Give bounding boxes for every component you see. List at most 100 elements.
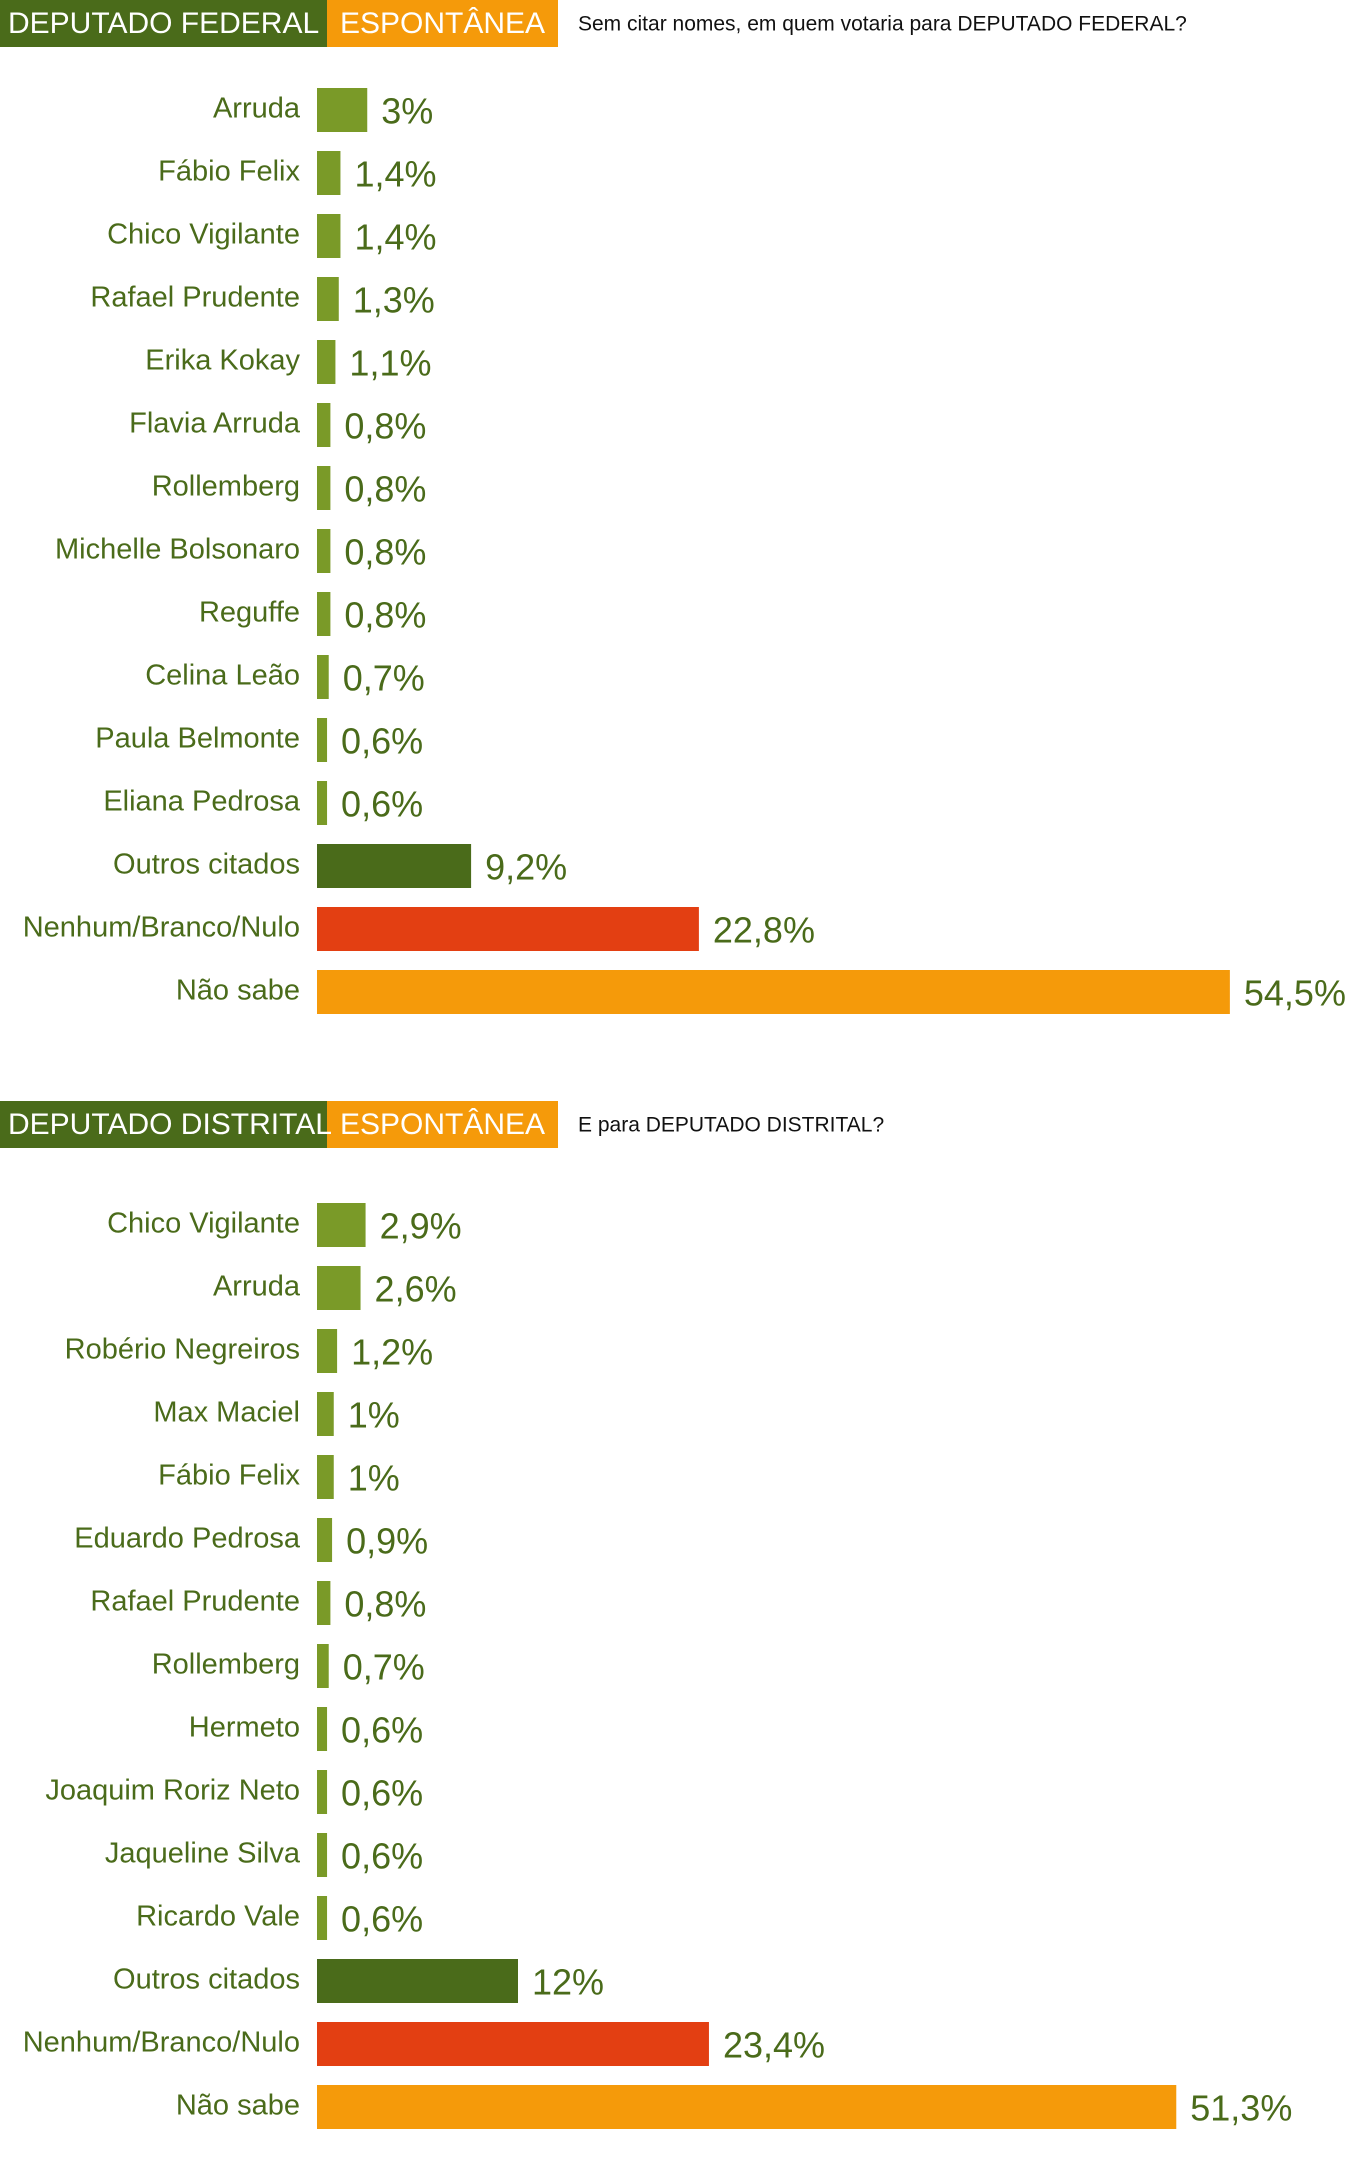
- bar: [317, 466, 331, 510]
- value-label: 1,4%: [354, 217, 436, 258]
- bar: [317, 1707, 328, 1751]
- bar: [317, 2085, 1177, 2129]
- category-label: Chico Vigilante: [107, 1208, 300, 1240]
- bar: [317, 1266, 361, 1310]
- value-label: 1,1%: [349, 343, 431, 384]
- bar: [317, 1329, 338, 1373]
- header-tag-bg: [327, 1101, 558, 1148]
- category-label: Jaqueline Silva: [105, 1838, 301, 1870]
- bar: [317, 1644, 329, 1688]
- category-label: Flavia Arruda: [129, 408, 301, 440]
- bar: [317, 592, 331, 636]
- value-label: 0,8%: [344, 595, 426, 636]
- bar: [317, 970, 1230, 1014]
- category-label: Não sabe: [176, 975, 300, 1007]
- bar: [317, 2022, 709, 2066]
- value-label: 1,3%: [353, 280, 435, 321]
- bar: [317, 88, 368, 132]
- value-label: 0,8%: [344, 532, 426, 573]
- bar: [317, 1581, 331, 1625]
- bar: [317, 1833, 328, 1877]
- bar: [317, 151, 341, 195]
- category-label: Erika Kokay: [145, 345, 300, 377]
- bar: [317, 403, 331, 447]
- category-label: Robério Negreiros: [65, 1334, 300, 1366]
- bar: [317, 1455, 334, 1499]
- value-label: 0,7%: [343, 658, 425, 699]
- bar: [317, 907, 699, 951]
- category-label: Rafael Prudente: [90, 282, 300, 314]
- category-label: Rollemberg: [152, 471, 300, 503]
- category-label: Rollemberg: [152, 1649, 300, 1681]
- value-label: 1,2%: [351, 1332, 433, 1373]
- category-label: Eliana Pedrosa: [103, 786, 301, 818]
- value-label: 0,8%: [344, 1584, 426, 1625]
- category-label: Arruda: [213, 1271, 301, 1303]
- value-label: 0,7%: [343, 1647, 425, 1688]
- value-label: 0,8%: [344, 469, 426, 510]
- bar: [317, 1518, 333, 1562]
- category-label: Hermeto: [189, 1712, 300, 1744]
- question: Sem citar nomes, em quem votaria para DE…: [578, 13, 1187, 36]
- header-title: DEPUTADO FEDERAL: [8, 7, 319, 40]
- bar: [317, 1896, 328, 1940]
- value-label: 51,3%: [1190, 2088, 1292, 2129]
- header-title-bg: [0, 1101, 327, 1148]
- category-label: Reguffe: [199, 597, 300, 629]
- category-label: Fábio Felix: [158, 1460, 300, 1492]
- bar: [317, 718, 328, 762]
- value-label: 54,5%: [1244, 973, 1346, 1014]
- bar: [317, 1770, 328, 1814]
- value-label: 0,9%: [346, 1521, 428, 1562]
- question: E para DEPUTADO DISTRITAL?: [578, 1114, 884, 1137]
- bar: [317, 277, 339, 321]
- value-label: 9,2%: [485, 847, 567, 888]
- category-label: Paula Belmonte: [95, 723, 300, 755]
- value-label: 1,4%: [354, 154, 436, 195]
- category-label: Outros citados: [113, 1964, 300, 1996]
- value-label: 1%: [348, 1395, 400, 1436]
- bar: [317, 1203, 366, 1247]
- header-tag: ESPONTÂNEA: [340, 1108, 545, 1141]
- category-label: Fábio Felix: [158, 156, 300, 188]
- value-label: 0,6%: [341, 784, 423, 825]
- bar: [317, 214, 341, 258]
- value-label: 12%: [532, 1962, 604, 2003]
- bar: [317, 340, 336, 384]
- header-title: DEPUTADO DISTRITAL: [8, 1108, 332, 1141]
- bar: [317, 844, 472, 888]
- bar: [317, 1959, 518, 2003]
- category-label: Outros citados: [113, 849, 300, 881]
- header-title-bg: [0, 0, 327, 47]
- value-label: 0,6%: [341, 1836, 423, 1877]
- category-label: Eduardo Pedrosa: [74, 1523, 301, 1555]
- category-label: Celina Leão: [145, 660, 300, 692]
- value-label: 3%: [381, 91, 433, 132]
- category-label: Joaquim Roriz Neto: [45, 1775, 300, 1807]
- value-label: 0,6%: [341, 721, 423, 762]
- value-label: 0,6%: [341, 1710, 423, 1751]
- value-label: 22,8%: [713, 910, 815, 951]
- header-tag: ESPONTÂNEA: [340, 7, 545, 40]
- value-label: 0,6%: [341, 1773, 423, 1814]
- category-label: Max Maciel: [153, 1397, 300, 1429]
- category-label: Ricardo Vale: [136, 1901, 300, 1933]
- value-label: 2,9%: [380, 1206, 462, 1247]
- header-tag-bg: [327, 0, 558, 47]
- category-label: Michelle Bolsonaro: [55, 534, 300, 566]
- value-label: 2,6%: [375, 1269, 457, 1310]
- value-label: 0,6%: [341, 1899, 423, 1940]
- category-label: Rafael Prudente: [90, 1586, 300, 1618]
- bar: [317, 655, 329, 699]
- value-label: 0,8%: [344, 406, 426, 447]
- bar: [317, 1392, 334, 1436]
- category-label: Nenhum/Branco/Nulo: [23, 2027, 300, 2059]
- category-label: Não sabe: [176, 2090, 300, 2122]
- bar: [317, 781, 328, 825]
- category-label: Nenhum/Branco/Nulo: [23, 912, 300, 944]
- value-label: 23,4%: [723, 2025, 825, 2066]
- category-label: Arruda: [213, 93, 301, 125]
- value-label: 1%: [348, 1458, 400, 1499]
- category-label: Chico Vigilante: [107, 219, 300, 251]
